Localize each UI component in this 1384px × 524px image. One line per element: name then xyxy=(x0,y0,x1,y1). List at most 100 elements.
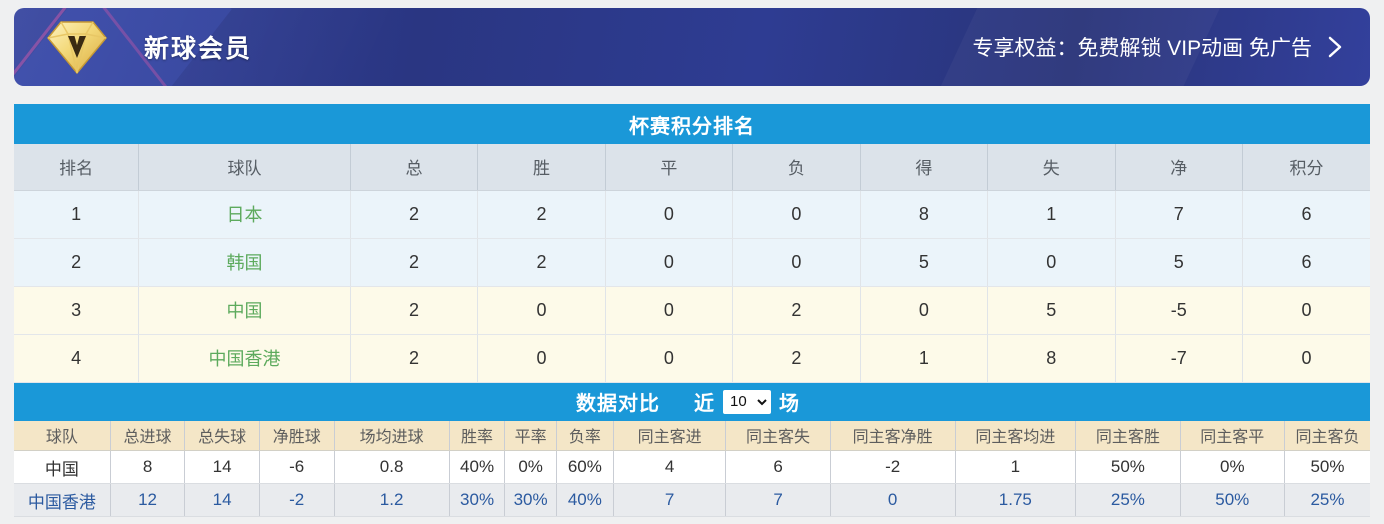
comparison-header-row: 球队 总进球 总失球 净胜球 场均进球 胜率 平率 负率 同主客进 同主客失 同… xyxy=(14,420,1370,451)
stat-cell: -2 xyxy=(829,450,955,484)
comparison-col-header: 同主客净胜 xyxy=(829,420,955,451)
table-row: 1 日本 2 2 0 0 8 1 7 6 xyxy=(14,190,1370,239)
table-row: 2 韩国 2 2 0 0 5 0 5 6 xyxy=(14,238,1370,287)
stat-cell: 1 xyxy=(954,450,1076,484)
standings-col-header: 得 xyxy=(859,144,988,191)
stat-cell: 0% xyxy=(504,450,557,484)
standings-col-header: 平 xyxy=(604,144,733,191)
team-link[interactable]: 中国香港 xyxy=(138,334,351,383)
stat-cell: 0 xyxy=(604,238,733,287)
stat-cell: 0 xyxy=(859,286,988,335)
stat-cell: 50% xyxy=(1075,450,1181,484)
team-link[interactable]: 韩国 xyxy=(138,238,351,287)
stat-cell: 60% xyxy=(555,450,614,484)
comparison-col-header: 总进球 xyxy=(109,420,185,451)
stat-cell: 1 xyxy=(987,190,1115,239)
team-link[interactable]: 日本 xyxy=(138,190,351,239)
stat-cell: 0 xyxy=(1241,286,1370,335)
stat-cell: 0% xyxy=(1179,450,1285,484)
standings-col-header: 胜 xyxy=(477,144,606,191)
table-row: 中国 8 14 -6 0.8 40% 0% 60% 4 6 -2 1 50% 0… xyxy=(14,450,1370,484)
stat-cell: 0 xyxy=(477,334,606,383)
standings-col-header: 负 xyxy=(732,144,861,191)
stat-cell: 2 xyxy=(349,190,478,239)
comparison-col-header: 同主客胜 xyxy=(1075,420,1181,451)
stat-cell: 8 xyxy=(859,190,988,239)
recent-matches-select[interactable]: 10 xyxy=(723,389,771,414)
stat-cell: 8 xyxy=(987,334,1115,383)
stat-cell: 5 xyxy=(987,286,1115,335)
stat-cell: 30% xyxy=(448,483,505,517)
vip-benefits-link[interactable]: 专享权益：免费解锁 VIP动画 免广告 xyxy=(972,32,1342,62)
table-row: 4 中国香港 2 0 0 2 1 8 -7 0 xyxy=(14,334,1370,383)
stat-cell: -7 xyxy=(1114,334,1243,383)
stat-cell: 1 xyxy=(859,334,988,383)
stat-cell: 50% xyxy=(1283,450,1370,484)
stat-cell: 2 xyxy=(349,286,478,335)
team-cell: 中国 xyxy=(14,450,111,484)
stat-cell: 50% xyxy=(1179,483,1285,517)
standings-title: 杯赛积分排名 xyxy=(629,115,755,138)
stat-cell: 0 xyxy=(604,334,733,383)
recent-prefix-label: 近 xyxy=(694,393,715,415)
comparison-col-header: 净胜球 xyxy=(258,420,334,451)
standings-col-header: 总 xyxy=(349,144,478,191)
comparison-title: 数据对比 xyxy=(576,393,660,415)
stat-cell: -6 xyxy=(258,450,334,484)
comparison-col-header: 胜率 xyxy=(448,420,505,451)
recent-suffix-label: 场 xyxy=(779,393,800,415)
stat-cell: 0.8 xyxy=(333,450,450,484)
comparison-col-header: 同主客平 xyxy=(1179,420,1285,451)
stat-cell: 1.2 xyxy=(333,483,450,517)
stat-cell: 8 xyxy=(109,450,185,484)
stats-card: 杯赛积分排名 排名 球队 总 胜 平 负 得 失 净 积分 1 日本 xyxy=(14,104,1370,517)
stat-cell: 25% xyxy=(1075,483,1181,517)
stat-cell: 5 xyxy=(1114,238,1243,287)
stat-cell: 2 xyxy=(349,238,478,287)
rank-cell: 2 xyxy=(14,238,139,287)
comparison-col-header: 同主客失 xyxy=(725,420,831,451)
stat-cell: 12 xyxy=(109,483,185,517)
recent-matches-control: 近 10 场 xyxy=(686,387,808,416)
stat-cell: 0 xyxy=(987,238,1115,287)
comparison-col-header: 同主客进 xyxy=(612,420,726,451)
vip-diamond-icon xyxy=(47,21,107,75)
vip-membership-banner[interactable]: 新球会员 专享权益：免费解锁 VIP动画 免广告 xyxy=(14,8,1370,86)
team-link[interactable]: 中国 xyxy=(138,286,351,335)
stat-cell: 2 xyxy=(477,190,606,239)
comparison-col-header: 总失球 xyxy=(184,420,260,451)
standings-col-header: 失 xyxy=(987,144,1115,191)
comparison-col-header: 场均进球 xyxy=(333,420,450,451)
comparison-section-header: 数据对比 近 10 场 xyxy=(14,382,1370,421)
stat-cell: 0 xyxy=(604,286,733,335)
comparison-col-header: 球队 xyxy=(14,420,111,451)
stat-cell: 7 xyxy=(1114,190,1243,239)
stat-cell: 25% xyxy=(1283,483,1370,517)
stat-cell: 2 xyxy=(732,334,861,383)
stat-cell: 7 xyxy=(612,483,726,517)
stat-cell: 40% xyxy=(555,483,614,517)
stat-cell: 2 xyxy=(349,334,478,383)
rank-cell: 4 xyxy=(14,334,139,383)
stat-cell: 40% xyxy=(448,450,505,484)
stat-cell: 1.75 xyxy=(954,483,1076,517)
stat-cell: 0 xyxy=(604,190,733,239)
table-row: 3 中国 2 0 0 2 0 5 -5 0 xyxy=(14,286,1370,335)
stat-cell: -5 xyxy=(1114,286,1243,335)
banner-title: 新球会员 xyxy=(144,35,253,63)
comparison-table: 球队 总进球 总失球 净胜球 场均进球 胜率 平率 负率 同主客进 同主客失 同… xyxy=(14,420,1370,517)
standings-col-header: 积分 xyxy=(1241,144,1370,191)
comparison-col-header: 同主客负 xyxy=(1283,420,1370,451)
comparison-col-header: 平率 xyxy=(504,420,557,451)
stat-cell: 2 xyxy=(477,238,606,287)
stat-cell: 30% xyxy=(504,483,557,517)
standings-col-header: 净 xyxy=(1114,144,1243,191)
rank-cell: 3 xyxy=(14,286,139,335)
stat-cell: 5 xyxy=(859,238,988,287)
stat-cell: -2 xyxy=(258,483,334,517)
comparison-col-header: 负率 xyxy=(555,420,614,451)
stat-cell: 0 xyxy=(829,483,955,517)
stat-cell: 2 xyxy=(732,286,861,335)
standings-col-header: 排名 xyxy=(14,144,139,191)
stat-cell: 14 xyxy=(184,483,260,517)
